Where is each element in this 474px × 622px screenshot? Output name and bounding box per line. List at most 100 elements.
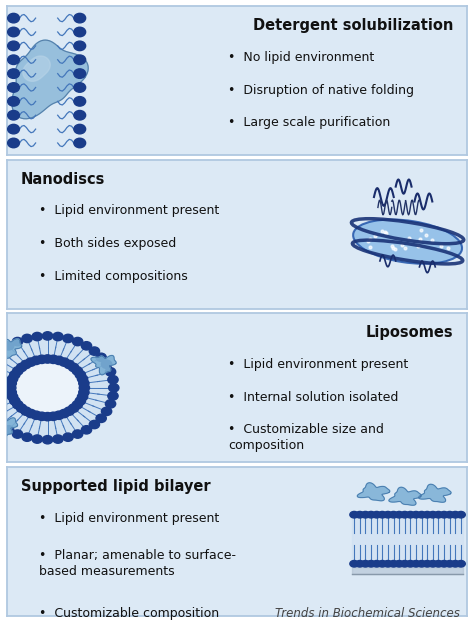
Circle shape	[77, 392, 88, 401]
Circle shape	[350, 511, 358, 518]
Circle shape	[8, 374, 18, 383]
Circle shape	[8, 392, 18, 401]
Circle shape	[6, 384, 16, 392]
Polygon shape	[0, 418, 18, 437]
Circle shape	[434, 560, 443, 567]
Circle shape	[361, 511, 370, 518]
Circle shape	[8, 83, 19, 92]
Circle shape	[68, 363, 79, 371]
Text: •  Internal solution isolated: • Internal solution isolated	[228, 391, 398, 404]
Circle shape	[101, 360, 112, 368]
Circle shape	[3, 425, 14, 434]
Circle shape	[8, 138, 19, 148]
Text: •  Limited compositions: • Limited compositions	[39, 270, 188, 283]
Circle shape	[8, 111, 19, 120]
Circle shape	[63, 334, 73, 343]
Circle shape	[367, 511, 375, 518]
Circle shape	[79, 384, 90, 392]
Circle shape	[42, 435, 53, 444]
Circle shape	[411, 560, 420, 567]
Circle shape	[406, 560, 415, 567]
Circle shape	[8, 13, 19, 23]
Polygon shape	[419, 485, 451, 503]
Circle shape	[395, 511, 403, 518]
Circle shape	[8, 27, 19, 37]
Circle shape	[456, 511, 465, 518]
Circle shape	[108, 376, 118, 384]
Text: •  Both sides exposed: • Both sides exposed	[39, 237, 176, 250]
Circle shape	[48, 355, 58, 363]
Circle shape	[423, 560, 432, 567]
Circle shape	[74, 96, 86, 106]
Circle shape	[108, 392, 118, 400]
Circle shape	[13, 367, 23, 375]
Polygon shape	[23, 56, 50, 81]
Circle shape	[59, 409, 69, 418]
Circle shape	[64, 407, 74, 415]
Text: Nanodiscs: Nanodiscs	[21, 172, 105, 187]
Polygon shape	[0, 336, 114, 440]
Text: •  Large scale purification: • Large scale purification	[228, 116, 390, 129]
Circle shape	[6, 388, 17, 396]
Circle shape	[22, 433, 32, 442]
Text: •  Customizable size and
composition: • Customizable size and composition	[228, 424, 383, 452]
Circle shape	[32, 332, 42, 341]
Circle shape	[72, 401, 82, 409]
Circle shape	[9, 397, 20, 405]
Circle shape	[73, 337, 83, 346]
Circle shape	[0, 347, 6, 355]
Circle shape	[440, 560, 448, 567]
Circle shape	[401, 511, 409, 518]
Circle shape	[21, 407, 31, 415]
Circle shape	[82, 341, 91, 350]
Circle shape	[53, 435, 63, 443]
Circle shape	[74, 124, 86, 134]
Circle shape	[79, 379, 89, 388]
Circle shape	[417, 560, 426, 567]
Circle shape	[446, 511, 454, 518]
Circle shape	[8, 124, 19, 134]
Circle shape	[17, 404, 27, 412]
Circle shape	[79, 388, 89, 396]
Circle shape	[6, 379, 17, 388]
Circle shape	[101, 407, 112, 415]
Circle shape	[389, 511, 398, 518]
Circle shape	[350, 560, 358, 567]
Circle shape	[59, 358, 69, 366]
Text: •  Lipid environment present: • Lipid environment present	[228, 358, 408, 371]
Circle shape	[456, 560, 465, 567]
Circle shape	[428, 511, 437, 518]
Circle shape	[31, 411, 41, 419]
Circle shape	[105, 400, 116, 408]
Polygon shape	[12, 40, 88, 119]
Circle shape	[378, 560, 387, 567]
Text: Trends in Biochemical Sciences: Trends in Biochemical Sciences	[275, 607, 460, 620]
Circle shape	[74, 27, 86, 37]
Circle shape	[3, 341, 14, 350]
Circle shape	[48, 412, 58, 420]
Circle shape	[73, 430, 83, 439]
Text: Liposomes: Liposomes	[365, 325, 453, 340]
Text: Detergent solubilization: Detergent solubilization	[253, 18, 453, 33]
Polygon shape	[0, 339, 22, 358]
Polygon shape	[357, 483, 390, 501]
Circle shape	[53, 332, 63, 341]
Circle shape	[367, 560, 375, 567]
Circle shape	[63, 433, 73, 442]
Polygon shape	[91, 355, 116, 375]
Circle shape	[446, 560, 454, 567]
Text: •  Customizable composition: • Customizable composition	[39, 607, 219, 620]
Circle shape	[42, 412, 53, 421]
Circle shape	[54, 411, 64, 419]
Circle shape	[417, 511, 426, 518]
Text: •  Disruption of native folding: • Disruption of native folding	[228, 83, 414, 96]
Circle shape	[26, 358, 36, 366]
Circle shape	[42, 355, 53, 363]
Circle shape	[356, 560, 364, 567]
Circle shape	[8, 41, 19, 50]
Circle shape	[21, 360, 31, 369]
Circle shape	[68, 404, 79, 412]
Circle shape	[32, 435, 42, 443]
Polygon shape	[11, 359, 84, 417]
Circle shape	[0, 420, 6, 429]
